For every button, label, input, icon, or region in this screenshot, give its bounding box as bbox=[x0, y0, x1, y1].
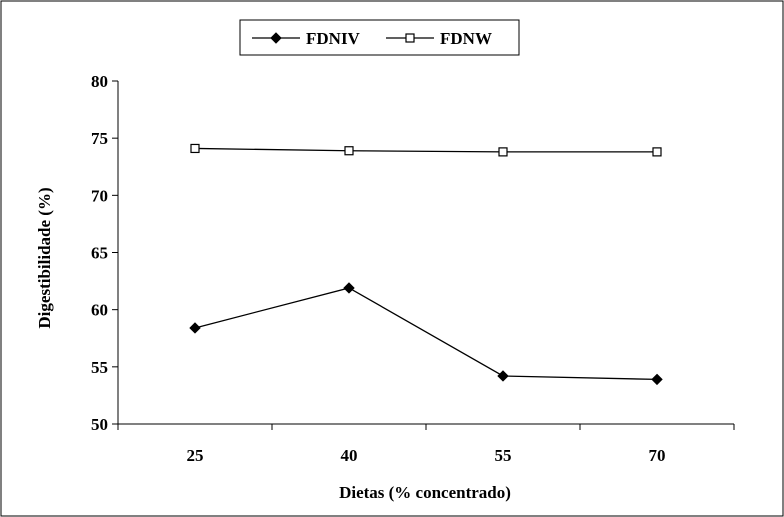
x-tick-label: 55 bbox=[495, 446, 512, 465]
y-axis-title: Digestibilidade (%) bbox=[35, 187, 54, 328]
data-point bbox=[497, 370, 509, 382]
legend-item-fdniv: FDNIV bbox=[252, 29, 361, 48]
y-tick-label: 60 bbox=[91, 301, 108, 320]
legend-label: FDNW bbox=[440, 29, 492, 48]
series-layer bbox=[189, 143, 663, 386]
data-point bbox=[189, 322, 201, 334]
series-line bbox=[194, 287, 658, 381]
y-tick-label: 55 bbox=[91, 358, 108, 377]
series-line bbox=[194, 147, 657, 153]
legend: FDNIV FDNW bbox=[239, 19, 520, 56]
data-point bbox=[343, 282, 355, 294]
y-tick-label: 50 bbox=[91, 415, 108, 434]
x-tick-label: 25 bbox=[187, 446, 204, 465]
y-axis: 50 55 60 65 70 75 80 bbox=[91, 72, 119, 434]
x-axis-title: Dietas (% concentrado) bbox=[339, 483, 511, 502]
data-point bbox=[651, 373, 663, 386]
legend-item-fdnw: FDNW bbox=[386, 29, 492, 48]
series-fdniv bbox=[189, 282, 663, 386]
series-fdnw bbox=[190, 143, 662, 157]
legend-marker bbox=[270, 32, 282, 44]
y-tick-label: 75 bbox=[91, 129, 108, 148]
data-point bbox=[498, 147, 508, 157]
data-point bbox=[344, 146, 354, 156]
y-tick-label: 80 bbox=[91, 72, 108, 91]
x-tick-label: 70 bbox=[649, 446, 666, 465]
data-point bbox=[652, 147, 662, 157]
y-tick-label: 65 bbox=[91, 244, 108, 263]
legend-marker bbox=[405, 33, 415, 43]
legend-label: FDNIV bbox=[306, 29, 361, 48]
x-axis: 25 40 55 70 bbox=[117, 423, 735, 465]
data-point bbox=[190, 143, 200, 154]
x-tick-label: 40 bbox=[341, 446, 358, 465]
y-tick-label: 70 bbox=[91, 186, 108, 205]
